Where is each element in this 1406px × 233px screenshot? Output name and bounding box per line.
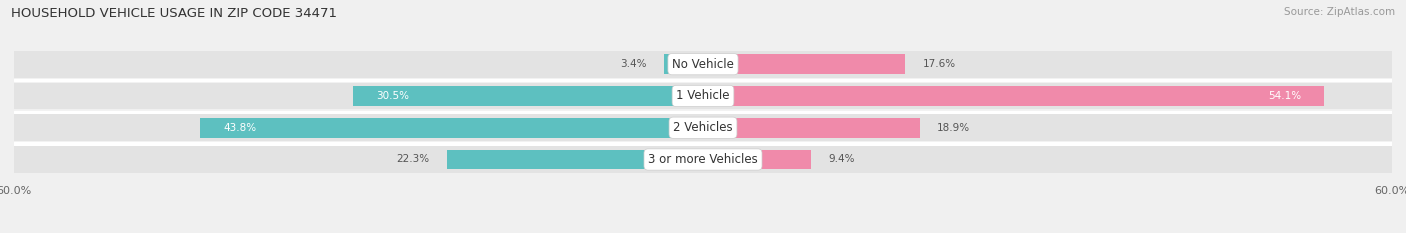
Text: 2 Vehicles: 2 Vehicles <box>673 121 733 134</box>
Bar <box>703 54 905 74</box>
Bar <box>703 118 920 137</box>
Bar <box>14 83 1392 109</box>
Text: 43.8%: 43.8% <box>224 123 256 133</box>
Text: 9.4%: 9.4% <box>828 154 855 164</box>
Bar <box>447 150 703 169</box>
Text: 3 or more Vehicles: 3 or more Vehicles <box>648 153 758 166</box>
Text: HOUSEHOLD VEHICLE USAGE IN ZIP CODE 34471: HOUSEHOLD VEHICLE USAGE IN ZIP CODE 3447… <box>11 7 337 20</box>
Text: 17.6%: 17.6% <box>922 59 956 69</box>
Text: No Vehicle: No Vehicle <box>672 58 734 71</box>
Text: 18.9%: 18.9% <box>938 123 970 133</box>
Bar <box>14 114 1392 141</box>
Bar <box>14 79 1392 81</box>
Bar <box>703 86 1324 106</box>
Text: 22.3%: 22.3% <box>396 154 430 164</box>
Bar <box>703 150 811 169</box>
Bar <box>664 54 703 74</box>
Bar <box>14 111 1392 113</box>
Bar <box>14 142 1392 145</box>
Bar <box>14 146 1392 173</box>
Bar <box>353 86 703 106</box>
Text: 1 Vehicle: 1 Vehicle <box>676 89 730 103</box>
Text: 30.5%: 30.5% <box>375 91 409 101</box>
Bar <box>200 118 703 137</box>
Text: 3.4%: 3.4% <box>620 59 647 69</box>
Text: 54.1%: 54.1% <box>1268 91 1301 101</box>
Text: Source: ZipAtlas.com: Source: ZipAtlas.com <box>1284 7 1395 17</box>
Bar <box>14 51 1392 78</box>
